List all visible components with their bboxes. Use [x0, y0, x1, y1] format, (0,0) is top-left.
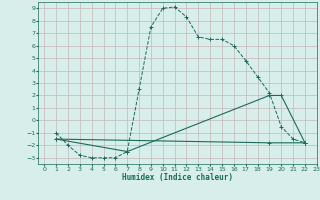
X-axis label: Humidex (Indice chaleur): Humidex (Indice chaleur) — [122, 173, 233, 182]
